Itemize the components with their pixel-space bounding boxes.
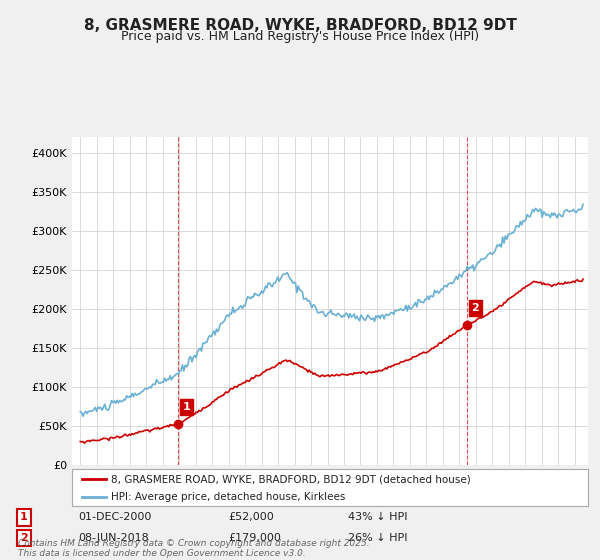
Text: 08-JUN-2018: 08-JUN-2018 [78, 533, 149, 543]
Text: 43% ↓ HPI: 43% ↓ HPI [348, 512, 407, 522]
Text: £179,000: £179,000 [228, 533, 281, 543]
Text: £52,000: £52,000 [228, 512, 274, 522]
Text: 2: 2 [472, 303, 479, 313]
Text: 1: 1 [183, 402, 191, 412]
Text: 8, GRASMERE ROAD, WYKE, BRADFORD, BD12 9DT: 8, GRASMERE ROAD, WYKE, BRADFORD, BD12 9… [83, 18, 517, 33]
Text: HPI: Average price, detached house, Kirklees: HPI: Average price, detached house, Kirk… [110, 492, 345, 502]
Text: Price paid vs. HM Land Registry's House Price Index (HPI): Price paid vs. HM Land Registry's House … [121, 30, 479, 43]
Text: 26% ↓ HPI: 26% ↓ HPI [348, 533, 407, 543]
Text: Contains HM Land Registry data © Crown copyright and database right 2025.
This d: Contains HM Land Registry data © Crown c… [18, 539, 370, 558]
Text: 8, GRASMERE ROAD, WYKE, BRADFORD, BD12 9DT (detached house): 8, GRASMERE ROAD, WYKE, BRADFORD, BD12 9… [110, 474, 470, 484]
Text: 1: 1 [20, 512, 28, 522]
Text: 2: 2 [20, 533, 28, 543]
Text: 01-DEC-2000: 01-DEC-2000 [78, 512, 151, 522]
